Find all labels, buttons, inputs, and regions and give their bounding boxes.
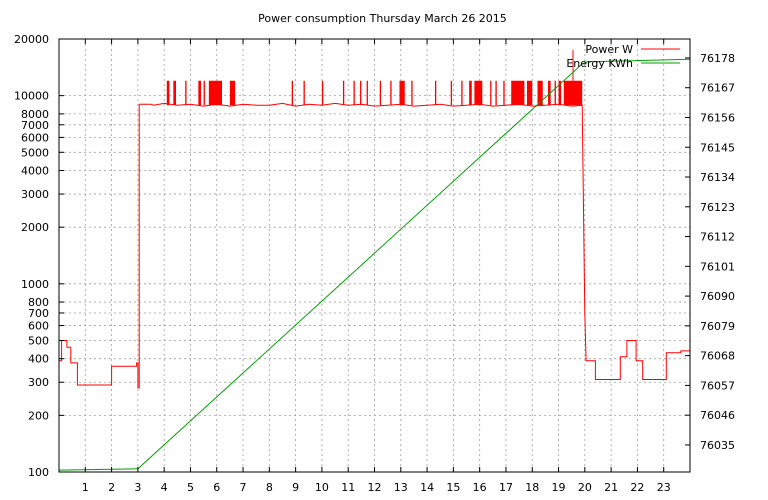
power-spike <box>495 80 497 106</box>
x-tick-label: 14 <box>420 481 434 494</box>
power-spike <box>411 80 413 106</box>
tick-layer: 1 2 3 4 5 6 7 8 9 10 11 12 13 14 15 16 17 18 19 20 21 22 23100… <box>14 33 735 494</box>
y-tick-label: 1000 <box>21 278 49 291</box>
y2-tick-label: 76057 <box>700 379 735 392</box>
y-tick-label: 6000 <box>21 131 49 144</box>
x-tick-label: 9 <box>292 481 299 494</box>
x-tick-label: 3 <box>134 481 141 494</box>
x-tick-label: 11 <box>341 481 355 494</box>
power-spike <box>503 80 505 106</box>
legend-power-label: Power W <box>585 43 633 56</box>
y-tick-label: 7000 <box>21 119 49 132</box>
power-spike <box>342 80 345 106</box>
y-tick-label: 10000 <box>14 90 49 103</box>
power-spike <box>548 80 551 106</box>
x-tick-label: 16 <box>473 481 487 494</box>
power-spike <box>198 80 201 106</box>
chart-title: Power consumption Thursday March 26 2015 <box>258 12 507 25</box>
y-tick-label: 8000 <box>21 108 49 121</box>
x-tick-label: 7 <box>240 481 247 494</box>
power-spike <box>537 80 543 106</box>
power-spike <box>291 80 293 106</box>
power-spike <box>353 80 355 106</box>
y2-tick-label: 76079 <box>700 320 735 333</box>
power-spike <box>469 80 472 106</box>
power-spike <box>208 80 223 106</box>
power-spike <box>399 80 405 106</box>
y-tick-label: 500 <box>28 334 49 347</box>
y2-tick-label: 76046 <box>700 409 735 422</box>
x-tick-label: 17 <box>499 481 513 494</box>
y2-tick-label: 76178 <box>700 52 735 65</box>
y-tick-label: 200 <box>28 409 49 422</box>
y-tick-label: 400 <box>28 353 49 366</box>
y2-tick-label: 76167 <box>700 82 735 95</box>
x-tick-label: 8 <box>266 481 273 494</box>
power-spike <box>366 80 368 106</box>
power-spike <box>321 80 324 106</box>
power-spike <box>461 80 463 106</box>
y-tick-label: 2000 <box>21 221 49 234</box>
power-spike <box>185 80 187 106</box>
power-spike <box>450 80 453 106</box>
y-tick-label: 5000 <box>21 146 49 159</box>
power-spike <box>511 80 525 106</box>
power-spike <box>474 80 483 106</box>
y2-tick-label: 76145 <box>700 141 735 154</box>
y2-tick-label: 76156 <box>700 111 735 124</box>
power-spike <box>303 80 305 106</box>
power-spike <box>390 80 392 106</box>
power-spike <box>166 80 170 106</box>
x-tick-label: 22 <box>630 481 644 494</box>
y-tick-label: 20000 <box>14 33 49 46</box>
y-tick-label: 3000 <box>21 188 49 201</box>
legend-energy-label: Energy KWh <box>566 57 633 70</box>
y-tick-label: 4000 <box>21 165 49 178</box>
power-series-line <box>59 102 690 389</box>
x-tick-label: 21 <box>604 481 618 494</box>
x-tick-label: 6 <box>213 481 220 494</box>
x-tick-label: 5 <box>187 481 194 494</box>
x-tick-label: 23 <box>657 481 671 494</box>
y2-tick-label: 76035 <box>700 439 735 452</box>
x-tick-label: 13 <box>394 481 408 494</box>
x-tick-label: 2 <box>108 481 115 494</box>
y-tick-label: 600 <box>28 320 49 333</box>
y2-tick-label: 76090 <box>700 290 735 303</box>
power-spike <box>526 80 533 106</box>
x-tick-label: 4 <box>161 481 168 494</box>
y2-tick-label: 76101 <box>700 260 735 273</box>
y-tick-label: 700 <box>28 307 49 320</box>
power-spike <box>173 80 176 106</box>
y-tick-label: 100 <box>28 466 49 479</box>
power-spike <box>360 80 362 106</box>
grid-layer <box>59 38 690 473</box>
x-tick-label: 20 <box>578 481 592 494</box>
x-tick-label: 19 <box>552 481 566 494</box>
y2-tick-label: 76123 <box>700 201 735 214</box>
y2-tick-label: 76134 <box>700 171 735 184</box>
power-spike <box>379 80 382 106</box>
power-spike <box>554 80 556 106</box>
x-tick-label: 18 <box>525 481 539 494</box>
x-tick-label: 15 <box>446 481 460 494</box>
x-tick-label: 12 <box>368 481 382 494</box>
power-spike <box>563 80 583 106</box>
legend: Power W Energy KWh <box>566 43 680 70</box>
power-spike <box>229 80 236 106</box>
y2-tick-label: 76112 <box>700 231 735 244</box>
power-spike <box>490 80 492 106</box>
y2-tick-label: 76068 <box>700 350 735 363</box>
x-tick-label: 1 <box>82 481 89 494</box>
power-spike <box>203 80 205 106</box>
y-tick-label: 800 <box>28 296 49 309</box>
y-tick-label: 300 <box>28 376 49 389</box>
power-spikes <box>166 80 583 106</box>
power-spike <box>434 80 437 106</box>
power-spike <box>558 80 562 106</box>
x-tick-label: 10 <box>315 481 329 494</box>
